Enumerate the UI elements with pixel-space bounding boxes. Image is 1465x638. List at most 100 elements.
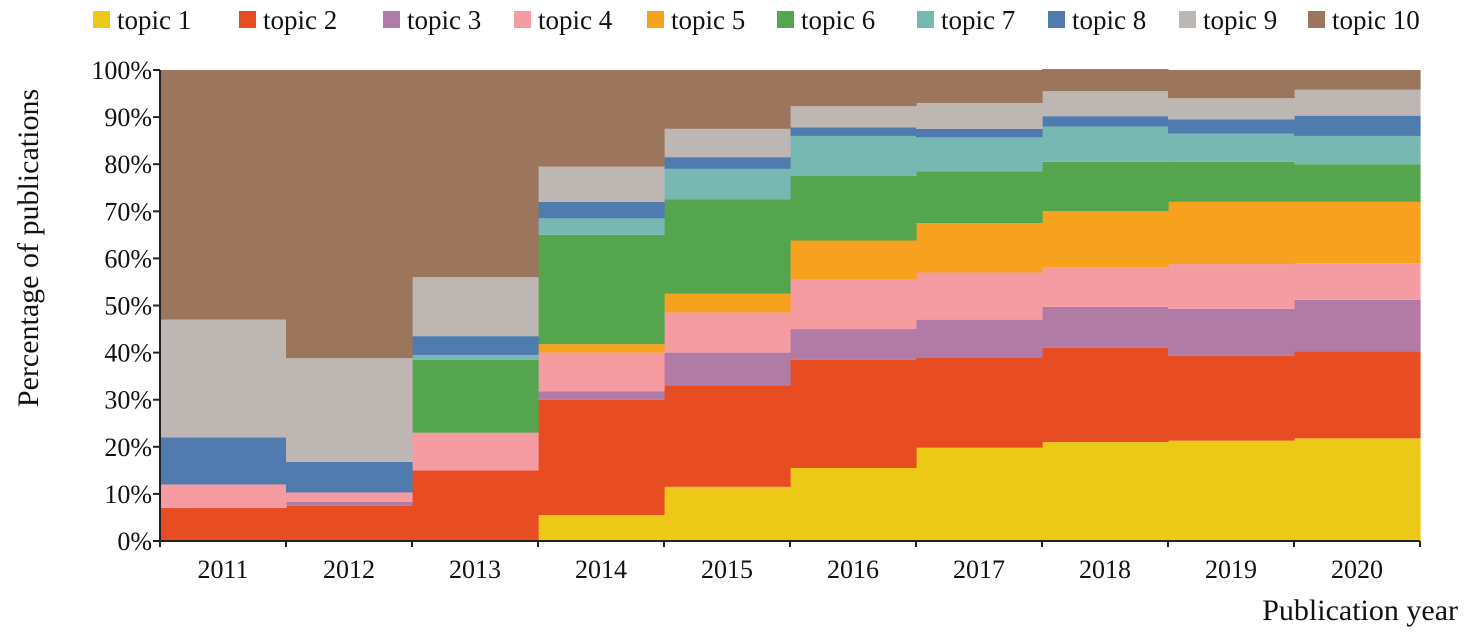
segment-topic-2-2011	[160, 508, 287, 541]
segment-topic-6-2018	[1042, 161, 1169, 212]
segment-topic-7-2016	[790, 135, 917, 176]
segment-topic-8-2018	[1042, 116, 1169, 127]
legend-item-topic-5: topic 5	[647, 5, 745, 35]
segment-topic-1-2020	[1294, 438, 1421, 541]
segment-topic-3-2019	[1168, 308, 1295, 356]
segment-topic-1-2017	[916, 447, 1043, 541]
segment-topic-9-2011	[160, 319, 287, 438]
segment-topic-10-2014	[538, 70, 665, 167]
legend-label: topic 7	[941, 5, 1015, 35]
segment-topic-1-2014	[538, 515, 665, 541]
segment-topic-6-2016	[790, 175, 917, 241]
y-tick-label: 100%	[91, 56, 152, 85]
segment-topic-4-2019	[1168, 264, 1295, 309]
x-tick-label: 2013	[449, 555, 501, 584]
legend-item-topic-1: topic 1	[93, 5, 191, 35]
y-tick-label: 90%	[104, 103, 152, 132]
legend-swatch	[1179, 11, 1196, 28]
segment-topic-9-2013	[412, 277, 539, 337]
y-tick-label: 40%	[104, 339, 152, 368]
segment-topic-5-2015	[664, 293, 791, 313]
legend: topic 1 topic 2 topic 3 topic 4 topic 5 topic…	[93, 5, 1420, 35]
legend-swatch	[777, 11, 794, 28]
legend-swatch	[1308, 11, 1325, 28]
legend-label: topic 6	[801, 5, 875, 35]
series-7	[412, 126, 1421, 360]
legend-item-topic-4: topic 4	[514, 5, 613, 35]
plot-area	[160, 69, 1421, 541]
segment-topic-6-2015	[664, 199, 791, 294]
series-6	[412, 161, 1421, 433]
series-1	[538, 438, 1421, 541]
y-tick-label: 20%	[104, 433, 152, 462]
x-tick-label: 2011	[197, 555, 248, 584]
segment-topic-8-2017	[916, 128, 1043, 138]
segment-topic-10-2015	[664, 70, 791, 129]
segment-topic-9-2014	[538, 166, 665, 202]
segment-topic-2-2015	[664, 385, 791, 487]
y-tick-label: 60%	[104, 244, 152, 273]
segment-topic-4-2013	[412, 432, 539, 471]
segment-topic-1-2019	[1168, 440, 1295, 541]
legend-swatch	[93, 11, 110, 28]
segment-topic-5-2018	[1042, 211, 1169, 268]
legend-item-topic-3: topic 3	[383, 5, 481, 35]
segment-topic-7-2013	[412, 354, 539, 360]
segment-topic-9-2018	[1042, 91, 1169, 117]
segment-topic-8-2015	[664, 157, 791, 169]
segment-topic-8-2016	[790, 127, 917, 136]
segment-topic-9-2019	[1168, 98, 1295, 120]
legend-swatch	[383, 11, 400, 28]
segment-topic-3-2018	[1042, 306, 1169, 348]
y-axis-title: Percentage of publications	[12, 89, 45, 407]
x-tick-label: 2012	[323, 555, 375, 584]
segment-topic-9-2016	[790, 106, 917, 128]
segment-topic-5-2017	[916, 223, 1043, 273]
y-axis: 0% 10% 20% 30% 40% 50% 60% 70% 80% 90% 100%	[91, 56, 161, 556]
segment-topic-5-2019	[1168, 201, 1295, 265]
segment-topic-2-2012	[286, 505, 413, 541]
segment-topic-7-2015	[664, 168, 791, 200]
segment-topic-2-2017	[916, 357, 1043, 448]
y-tick-label: 30%	[104, 386, 152, 415]
legend-item-topic-2: topic 2	[239, 5, 337, 35]
x-axis-title: Publication year	[1262, 594, 1458, 627]
legend-item-topic-8: topic 8	[1048, 5, 1146, 35]
segment-topic-3-2020	[1294, 299, 1421, 352]
segment-topic-10-2017	[916, 70, 1043, 103]
series-4	[160, 263, 1421, 509]
segment-topic-7-2014	[538, 218, 665, 235]
y-tick-label: 0%	[117, 527, 152, 556]
legend-label: topic 5	[671, 5, 745, 35]
segment-topic-10-2016	[790, 70, 917, 107]
segment-topic-7-2019	[1168, 133, 1295, 162]
segment-topic-5-2014	[538, 344, 665, 353]
segment-topic-4-2017	[916, 272, 1043, 320]
legend-item-topic-6: topic 6	[777, 5, 875, 35]
segment-topic-2-2019	[1168, 355, 1295, 441]
x-tick-label: 2019	[1205, 555, 1257, 584]
segment-topic-3-2014	[538, 391, 665, 400]
segment-topic-9-2012	[286, 358, 413, 462]
series-5	[538, 201, 1421, 353]
x-tick-label: 2020	[1331, 555, 1383, 584]
segment-topic-8-2014	[538, 201, 665, 219]
x-tick-label: 2018	[1079, 555, 1131, 584]
segment-topic-7-2018	[1042, 126, 1169, 162]
legend-item-topic-10: topic 10	[1308, 5, 1420, 35]
segment-topic-6-2019	[1168, 161, 1295, 202]
segment-topic-10-2018	[1042, 69, 1169, 92]
segment-topic-9-2020	[1294, 89, 1421, 116]
segment-topic-10-2011	[160, 70, 287, 320]
legend-swatch	[239, 11, 256, 28]
segment-topic-2-2014	[538, 399, 665, 516]
x-axis: 2011 2012 2013 2014 2015 2016 2017 2018 2019 2020	[159, 540, 1421, 584]
segment-topic-8-2012	[286, 461, 413, 493]
segment-topic-5-2016	[790, 240, 917, 280]
legend-swatch	[1048, 11, 1065, 28]
segment-topic-4-2020	[1294, 263, 1421, 300]
segment-topic-8-2019	[1168, 119, 1295, 134]
segment-topic-3-2017	[916, 319, 1043, 358]
legend-label: topic 1	[117, 5, 191, 35]
